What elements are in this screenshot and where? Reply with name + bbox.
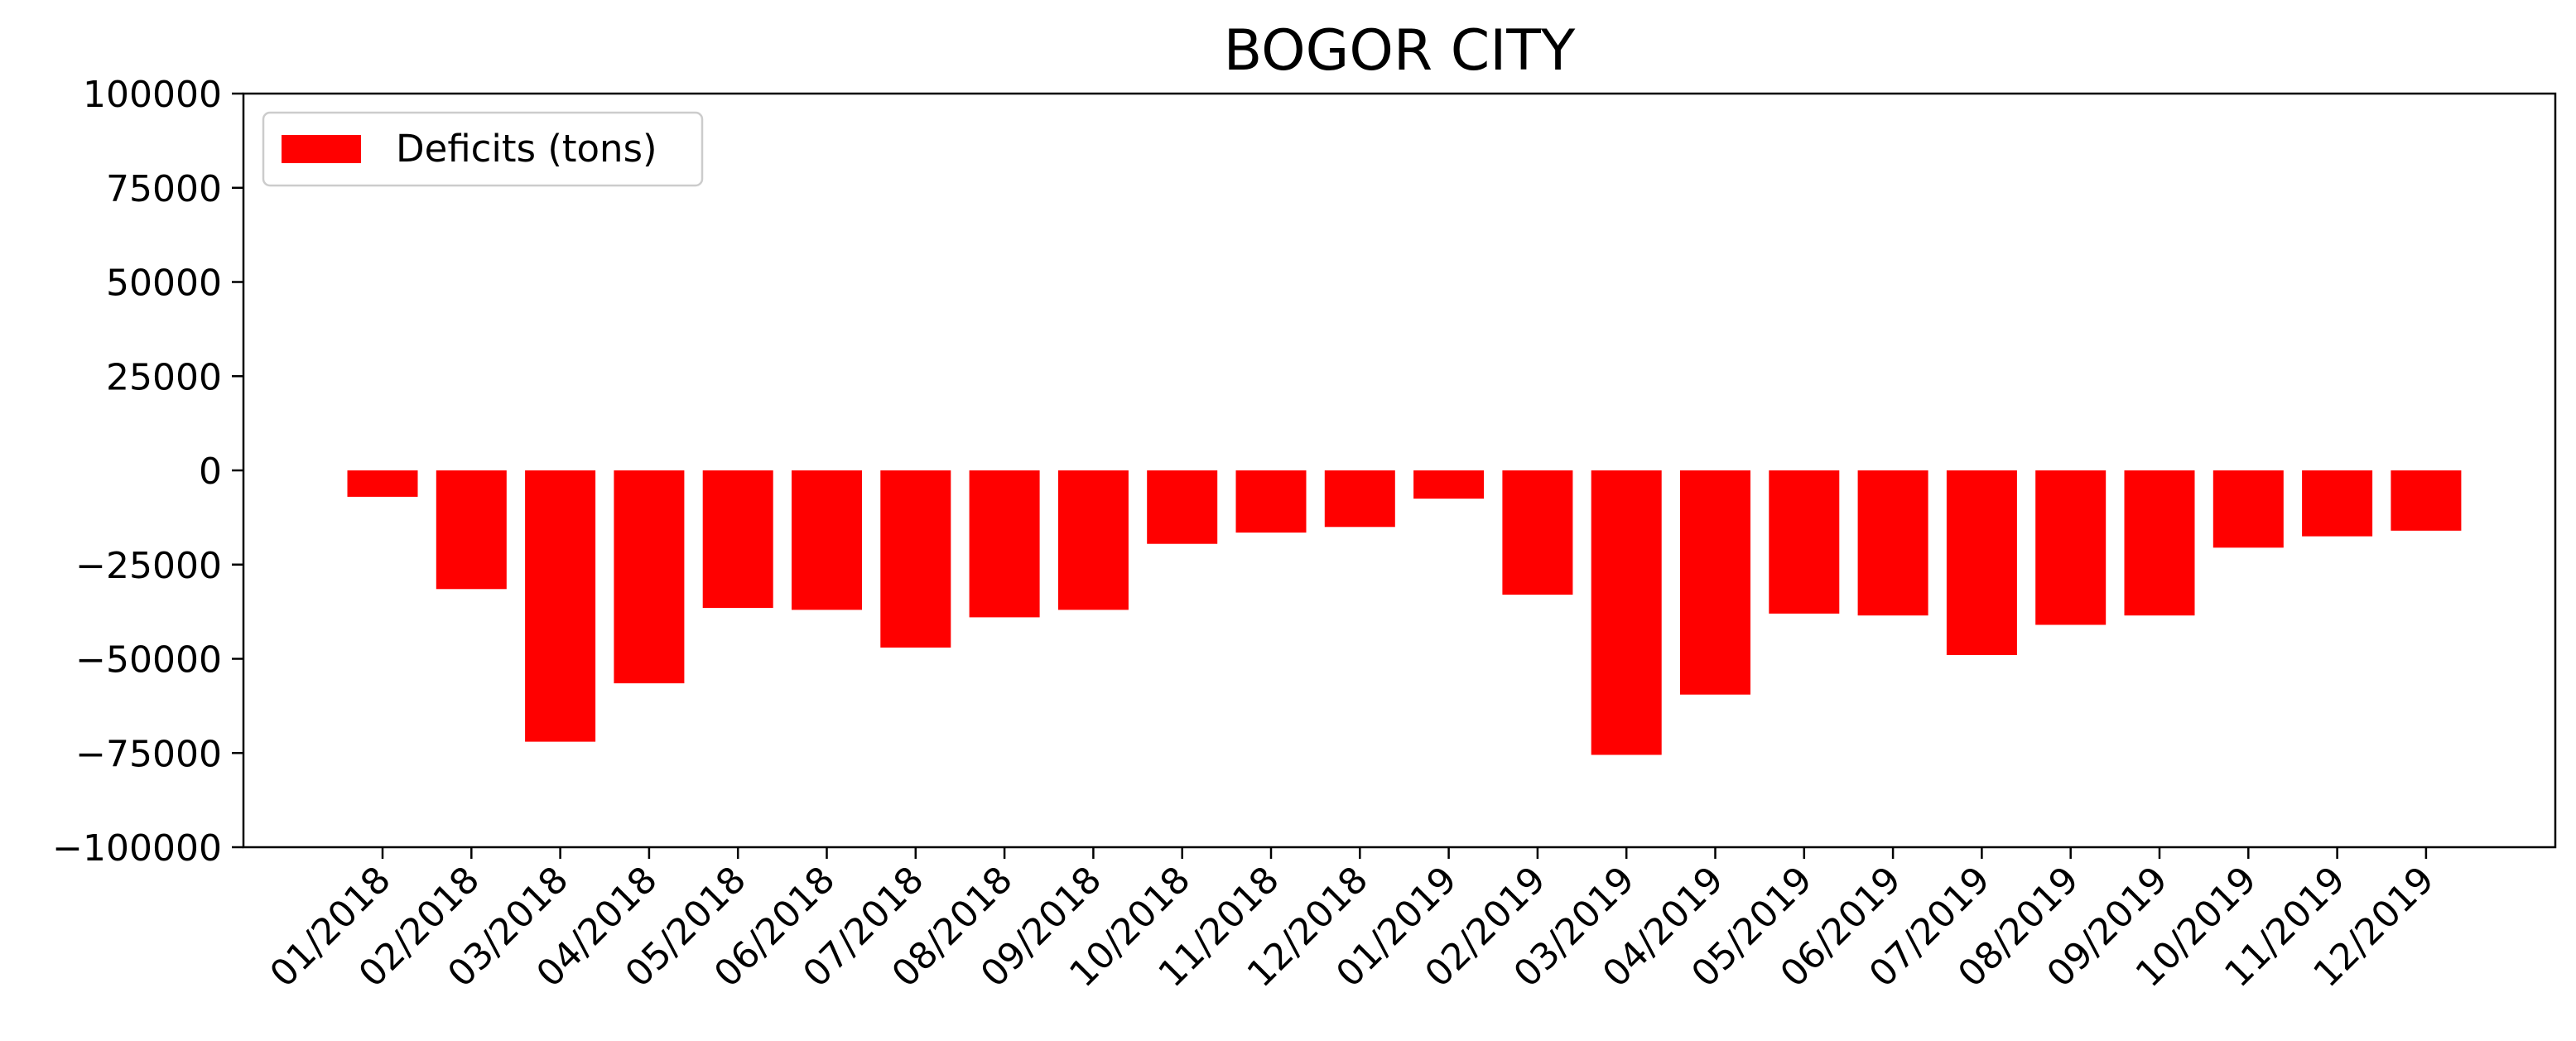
legend: Deficits (tons) (262, 111, 704, 187)
bar-06/2019 (1857, 470, 1928, 616)
bar-03/2018 (525, 470, 596, 742)
legend-label: Deficits (tons) (396, 127, 657, 171)
bar-11/2018 (1235, 470, 1307, 533)
y-tick-label: −75000 (75, 733, 222, 775)
bar-09/2019 (2124, 470, 2195, 616)
chart-title: BOGOR CITY (1224, 18, 1576, 84)
plot-frame (242, 92, 2557, 849)
bar-08/2019 (2035, 470, 2107, 625)
bar-12/2018 (1324, 470, 1395, 528)
bar-02/2019 (1502, 470, 1573, 595)
bar-01/2019 (1413, 470, 1485, 499)
y-axis: 100000 75000 50000 25000 0 −25000 −50000 −75000… (52, 74, 243, 870)
bar-04/2019 (1680, 470, 1750, 695)
x-axis: 01/201802/201803/201804/201805/201806/20… (262, 847, 2443, 995)
y-tick-label: 50000 (106, 263, 222, 305)
bar-04/2018 (614, 470, 685, 684)
bar-05/2019 (1769, 470, 1840, 614)
bar-08/2018 (969, 470, 1040, 618)
bar-07/2018 (880, 470, 951, 648)
bar-10/2018 (1147, 470, 1218, 544)
bar-03/2019 (1591, 470, 1662, 755)
legend-swatch (282, 135, 361, 163)
y-tick-label: 75000 (106, 168, 222, 210)
y-tick-label: −100000 (52, 827, 222, 870)
bar-02/2018 (436, 470, 507, 590)
y-tick-label: −50000 (75, 639, 222, 682)
bar-06/2018 (792, 470, 862, 610)
bar-12/2019 (2391, 470, 2462, 531)
bars-group (347, 470, 2462, 755)
bar-07/2019 (1946, 470, 2017, 655)
bar-09/2018 (1057, 470, 1129, 610)
bar-05/2018 (702, 470, 773, 609)
bar-10/2019 (2212, 470, 2284, 548)
y-tick-label: −25000 (75, 545, 222, 587)
bar-01/2018 (347, 470, 418, 497)
bar-11/2019 (2302, 470, 2373, 537)
y-tick-label: 100000 (83, 74, 222, 116)
y-tick-label: 25000 (106, 356, 222, 398)
legend-box (262, 111, 704, 187)
y-tick-label: 0 (199, 451, 222, 493)
